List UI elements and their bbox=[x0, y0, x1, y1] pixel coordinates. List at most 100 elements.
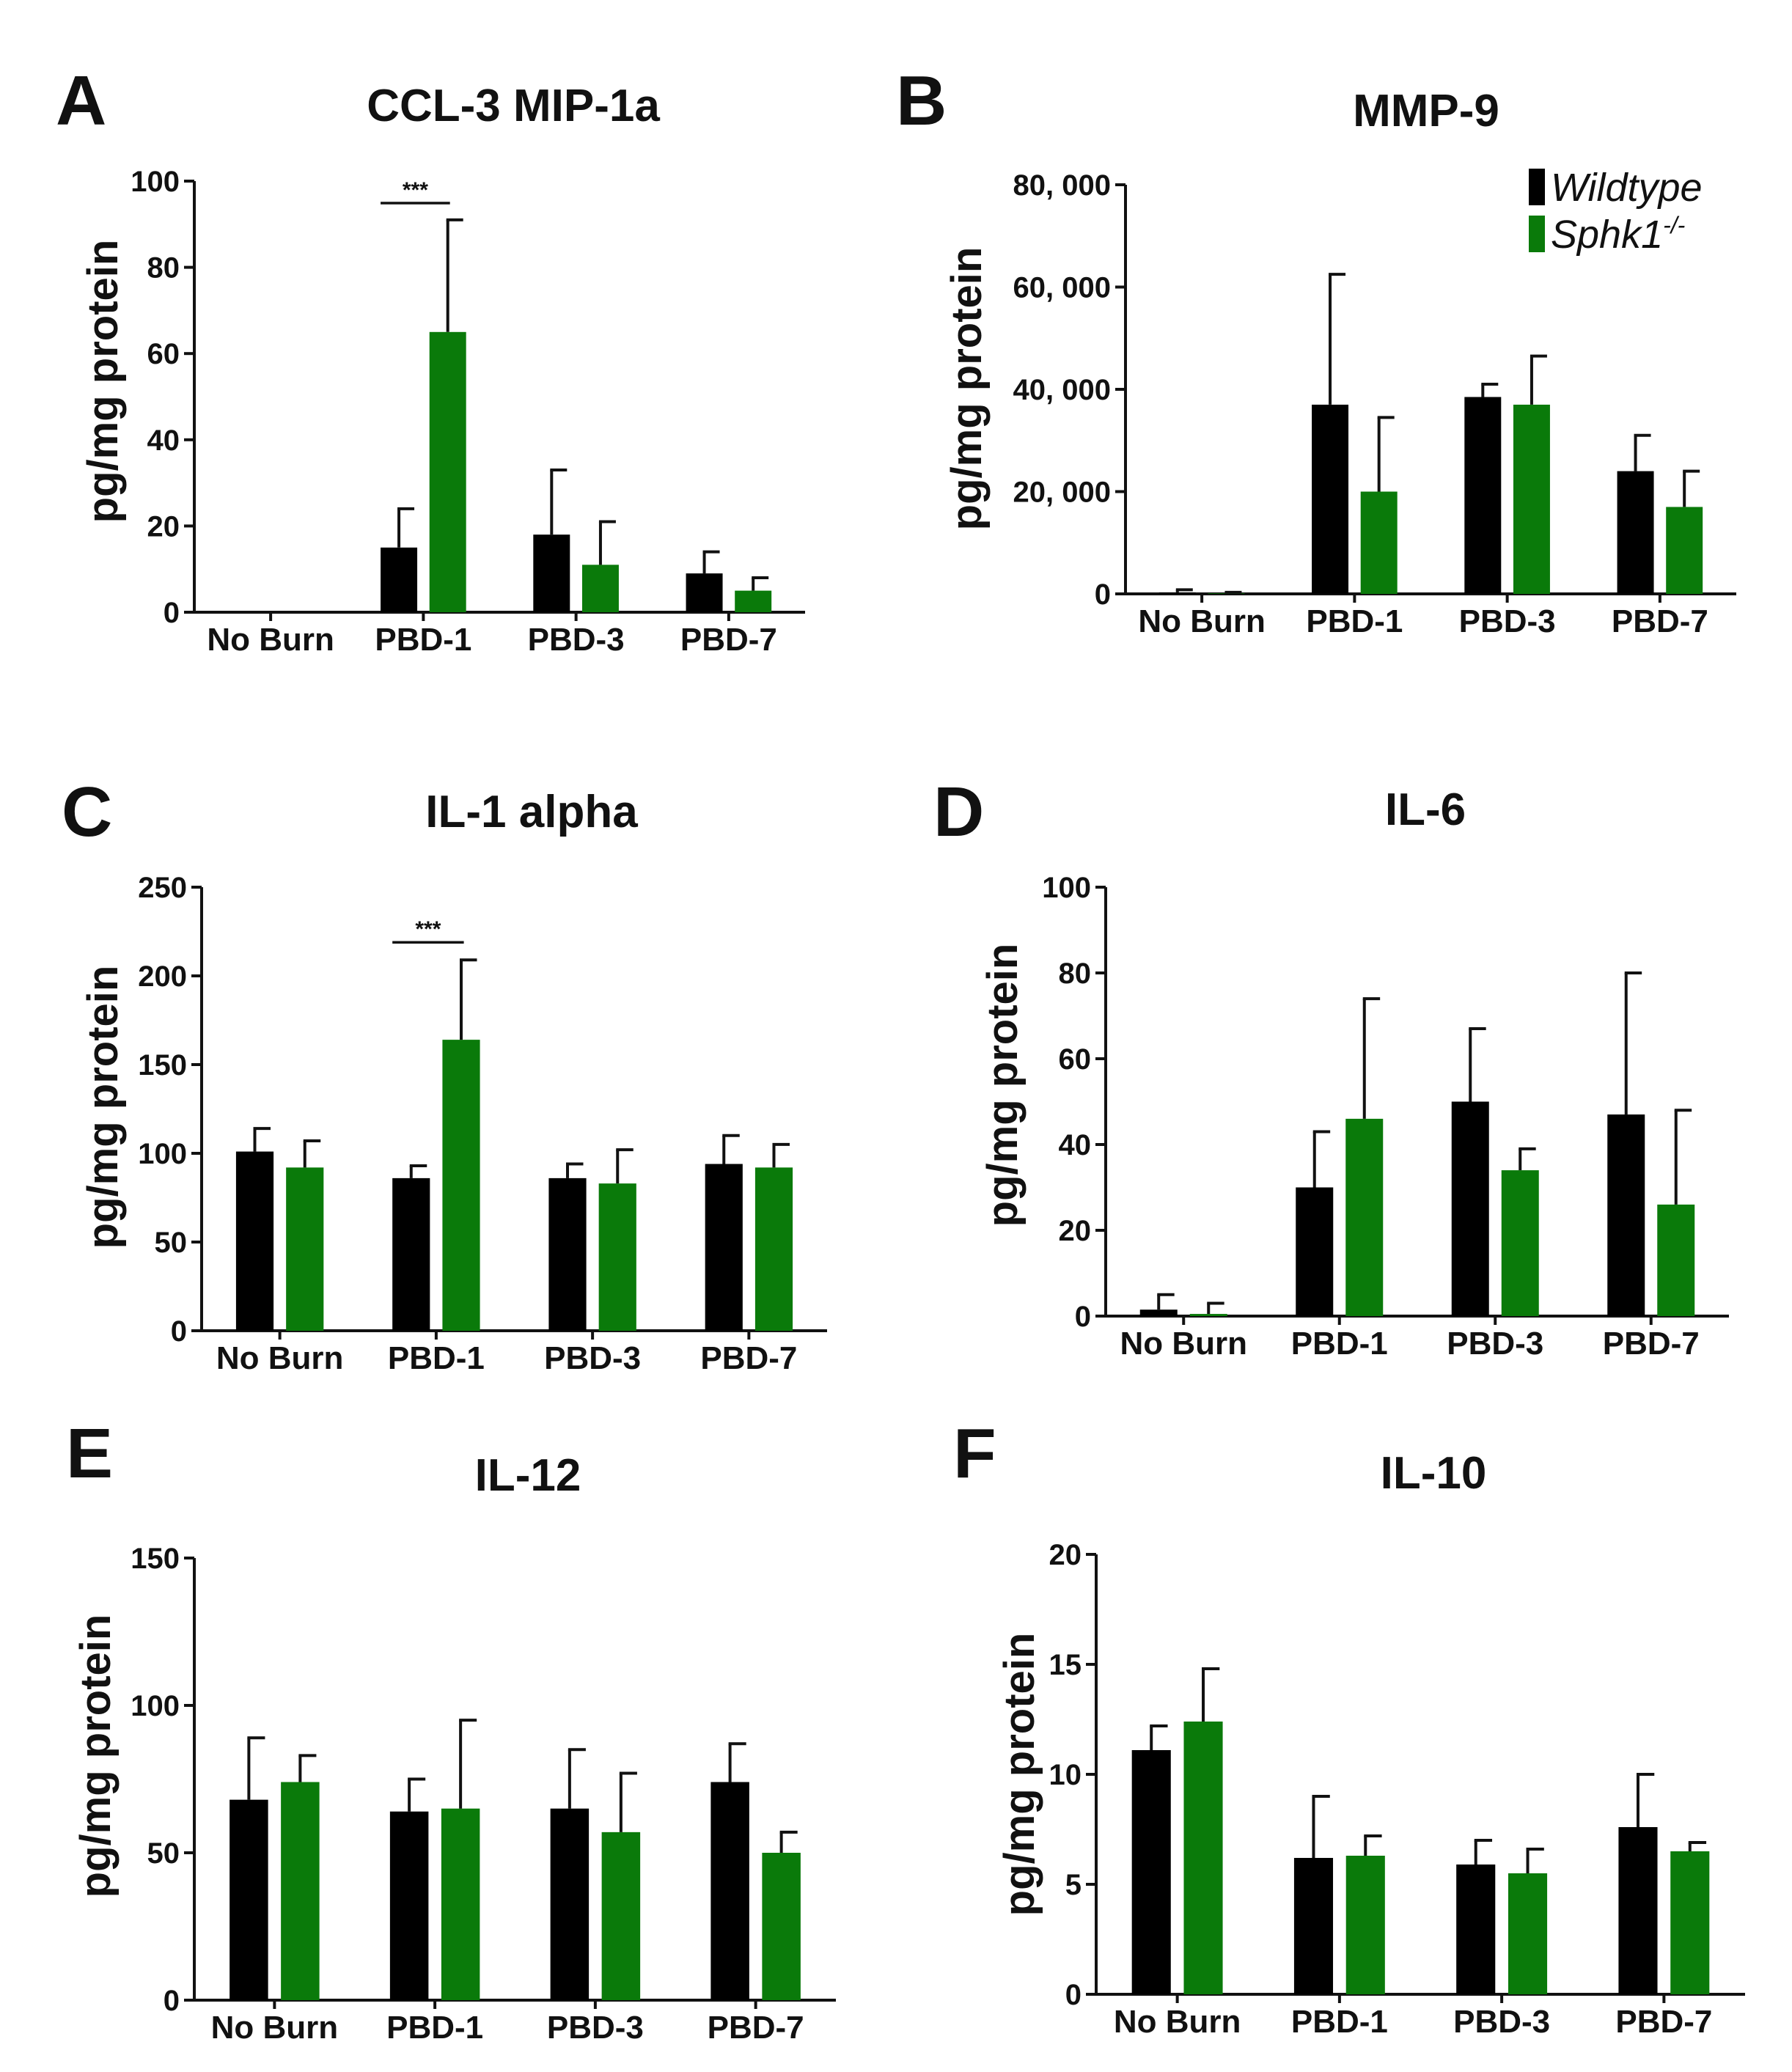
bar-wildtype-pbd-3 bbox=[548, 1178, 587, 1331]
bar-sphk1-no-burn bbox=[281, 1782, 320, 2000]
panel-e: E IL-12 pg/mg protein 0 50 100 150 No Burn PBD-1… bbox=[66, 1414, 836, 2046]
y-tick-label: 0 bbox=[164, 597, 180, 629]
panel-letter: A bbox=[56, 62, 106, 140]
bar-sphk1-pbd-1 bbox=[1360, 491, 1398, 594]
y-tick-label: 0 bbox=[1095, 578, 1111, 611]
bar-wildtype-pbd-7 bbox=[686, 573, 723, 612]
category-label: No Burn bbox=[1114, 2004, 1241, 2040]
y-axis-label: pg/mg protein bbox=[79, 966, 127, 1249]
chart-title: IL-12 bbox=[475, 1450, 581, 1501]
bar-sphk1-pbd-7 bbox=[762, 1853, 801, 2000]
category-label: No Burn bbox=[211, 2010, 339, 2046]
bar-sphk1-pbd-1 bbox=[429, 331, 466, 612]
bar-wildtype-pbd-7 bbox=[1618, 1827, 1658, 1994]
category-label: PBD-3 bbox=[1453, 2004, 1550, 2040]
y-tick-label: 0 bbox=[171, 1315, 187, 1348]
category-label: PBD-7 bbox=[680, 622, 777, 658]
category-label: PBD-7 bbox=[700, 1340, 797, 1376]
legend-label-sphk1: Sphk1-/- bbox=[1551, 212, 1685, 257]
y-axis-label: pg/mg protein bbox=[979, 944, 1027, 1227]
bar-wildtype-no-burn bbox=[229, 1799, 268, 2000]
bar-sphk1-pbd-3 bbox=[1513, 404, 1550, 594]
bar-sphk1-pbd-1 bbox=[1345, 1856, 1385, 1994]
bar-wildtype-pbd-3 bbox=[1464, 397, 1502, 594]
legend-label-text: Wildtype bbox=[1551, 166, 1703, 210]
bar-wildtype-pbd-1 bbox=[389, 1811, 429, 2000]
bar-wildtype-pbd-7 bbox=[1617, 471, 1654, 594]
panel-letter: F bbox=[953, 1414, 996, 1493]
y-tick-label: 100 bbox=[1042, 872, 1091, 904]
category-label: PBD-3 bbox=[528, 622, 625, 658]
bar-sphk1-pbd-7 bbox=[754, 1167, 793, 1331]
category-label: PBD-7 bbox=[1612, 603, 1708, 639]
chart-title: IL-10 bbox=[1381, 1448, 1487, 1499]
bar-sphk1-no-burn bbox=[1183, 1722, 1223, 1994]
panel-letter: D bbox=[933, 773, 984, 851]
y-tick-label: 250 bbox=[138, 872, 187, 904]
legend-swatch-wildtype bbox=[1529, 169, 1545, 205]
category-label: No Burn bbox=[1120, 1326, 1247, 1362]
category-label: PBD-3 bbox=[547, 2010, 644, 2046]
y-tick-label: 10 bbox=[1049, 1759, 1082, 1791]
category-label: PBD-1 bbox=[1291, 2004, 1388, 2040]
bar-sphk1-pbd-7 bbox=[1666, 507, 1703, 594]
category-label: PBD-7 bbox=[708, 2010, 804, 2046]
category-label: PBD-1 bbox=[386, 2010, 483, 2046]
legend-swatch-sphk1 bbox=[1529, 216, 1545, 252]
bar-wildtype-no-burn bbox=[235, 1151, 274, 1331]
bar-sphk1-pbd-3 bbox=[581, 565, 619, 612]
category-label: PBD-3 bbox=[544, 1340, 641, 1376]
bar-wildtype-no-burn bbox=[1131, 1750, 1171, 1994]
bar-sphk1-no-burn bbox=[1189, 1314, 1227, 1316]
panel-b: B MMP-9 pg/mg protein 0 20, 000 40, 000 60, 00… bbox=[896, 62, 1736, 639]
y-tick-label: 0 bbox=[1075, 1301, 1091, 1333]
category-label: No Burn bbox=[1138, 603, 1266, 639]
y-tick-label: 0 bbox=[164, 1985, 180, 2017]
y-tick-label: 100 bbox=[138, 1138, 187, 1170]
bar-sphk1-pbd-1 bbox=[442, 1040, 480, 1331]
y-tick-label: 60 bbox=[147, 338, 180, 370]
legend-label-superscript: -/- bbox=[1663, 212, 1685, 238]
category-label: PBD-3 bbox=[1447, 1326, 1543, 1362]
chart-title: MMP-9 bbox=[1353, 86, 1499, 136]
significance-stars: *** bbox=[415, 917, 441, 941]
y-tick-label: 100 bbox=[131, 166, 180, 198]
y-tick-label: 50 bbox=[147, 1837, 180, 1870]
bar-sphk1-pbd-3 bbox=[1501, 1170, 1539, 1316]
bar-sphk1-pbd-1 bbox=[441, 1808, 480, 2000]
y-tick-label: 150 bbox=[131, 1543, 180, 1575]
bar-sphk1-no-burn bbox=[286, 1167, 324, 1331]
bar-wildtype-pbd-7 bbox=[710, 1782, 749, 2000]
bar-wildtype-pbd-1 bbox=[392, 1178, 430, 1331]
y-tick-label: 100 bbox=[131, 1690, 180, 1722]
chart-title: IL-6 bbox=[1385, 785, 1466, 835]
category-label: PBD-1 bbox=[1291, 1326, 1388, 1362]
y-tick-label: 5 bbox=[1065, 1869, 1082, 1901]
y-tick-label: 0 bbox=[1065, 1979, 1082, 2011]
y-tick-label: 20 bbox=[1049, 1539, 1082, 1571]
bar-wildtype-pbd-1 bbox=[1293, 1858, 1334, 1994]
legend-label-wildtype: Wildtype bbox=[1551, 166, 1703, 210]
category-label: PBD-1 bbox=[388, 1340, 485, 1376]
y-tick-label: 20, 000 bbox=[1013, 477, 1111, 509]
bar-wildtype-no-burn bbox=[1139, 1309, 1178, 1316]
bar-wildtype-no-burn bbox=[1158, 592, 1196, 594]
y-tick-label: 40 bbox=[147, 425, 180, 457]
panel-letter: B bbox=[896, 62, 947, 140]
bar-wildtype-pbd-1 bbox=[381, 547, 418, 612]
y-tick-label: 60 bbox=[1059, 1043, 1092, 1076]
category-label: No Burn bbox=[207, 622, 334, 658]
y-tick-label: 40, 000 bbox=[1013, 374, 1111, 406]
bar-wildtype-pbd-3 bbox=[533, 534, 570, 612]
bar-wildtype-pbd-3 bbox=[1456, 1865, 1496, 1994]
y-tick-label: 20 bbox=[147, 510, 180, 543]
y-axis-label: pg/mg protein bbox=[943, 247, 991, 531]
y-tick-label: 20 bbox=[1059, 1215, 1092, 1247]
bar-sphk1-pbd-7 bbox=[1657, 1204, 1695, 1316]
panel-a: A CCL-3 MIP-1a pg/mg protein 0 20 40 60 80 100 No… bbox=[56, 62, 805, 658]
category-label: PBD-1 bbox=[375, 622, 471, 658]
bar-wildtype-pbd-1 bbox=[1296, 1187, 1334, 1316]
category-label: PBD-3 bbox=[1459, 603, 1556, 639]
y-axis-label: pg/mg protein bbox=[72, 1614, 120, 1898]
